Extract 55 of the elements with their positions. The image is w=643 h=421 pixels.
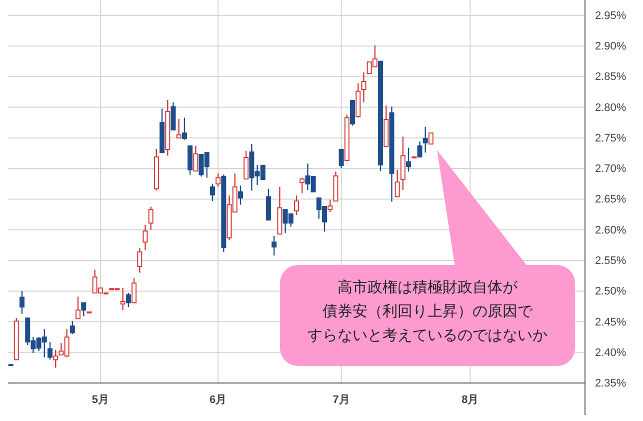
candlestick [394, 169, 400, 198]
candlestick [400, 136, 406, 191]
candlestick [20, 290, 25, 314]
x-tick-label: 7月 [332, 394, 350, 406]
y-tick-label: 2.60% [595, 224, 626, 236]
candlestick [244, 150, 249, 180]
y-tick-label: 2.70% [595, 163, 626, 176]
candlestick [193, 145, 198, 172]
candlestick [142, 224, 148, 251]
candlestick [350, 100, 356, 126]
annotation: 債券安（利回り上昇）の原因で [322, 302, 534, 320]
annotation: すらないと考えているのではないか [308, 326, 548, 344]
candlestick [48, 341, 53, 360]
x-tick-label: 8月 [462, 394, 479, 406]
candlestick [328, 199, 333, 213]
candlestick [216, 172, 221, 188]
candlestick [266, 188, 271, 221]
candlestick [188, 145, 193, 176]
candlestick [132, 278, 137, 304]
y-tick-label: 2.85% [595, 71, 626, 84]
x-tick-label: 5月 [92, 394, 109, 406]
candlestick [137, 248, 142, 274]
candlestick [70, 320, 75, 335]
annotation: 高市政権は積極財政自体が [338, 278, 518, 296]
candlestick [81, 302, 86, 317]
candlestick [417, 140, 422, 158]
candlestick [126, 292, 131, 308]
y-tick-label: 2.40% [595, 346, 626, 359]
candlestick [338, 148, 344, 169]
candlestick [238, 185, 243, 206]
y-tick-label: 2.35% [595, 378, 626, 390]
y-tick-label: 2.75% [595, 132, 626, 144]
candlestick [422, 126, 428, 154]
candlestick [272, 235, 277, 256]
candlestick [406, 147, 412, 172]
candlestick [148, 206, 154, 230]
candlestick [210, 183, 215, 202]
candlestick [76, 296, 81, 320]
y-tick-label: 2.45% [595, 316, 626, 328]
candlestick [170, 102, 176, 131]
candlestick [182, 117, 187, 140]
candlestick [361, 72, 366, 103]
candlestick [120, 287, 126, 311]
y-tick-label: 2.80% [595, 102, 626, 114]
candlestick [294, 194, 299, 216]
y-tick-label: 2.95% [595, 10, 626, 22]
y-tick-label: 2.50% [595, 286, 626, 298]
candlestick [176, 118, 182, 138]
y-tick-label: 2.65% [595, 194, 626, 206]
candlestick [428, 132, 434, 145]
candlestick [300, 177, 305, 194]
y-tick-label: 2.55% [595, 254, 626, 267]
x-tick-label: 6月 [210, 394, 227, 406]
candlestick [53, 349, 58, 368]
y-tick-label: 2.90% [595, 40, 626, 52]
